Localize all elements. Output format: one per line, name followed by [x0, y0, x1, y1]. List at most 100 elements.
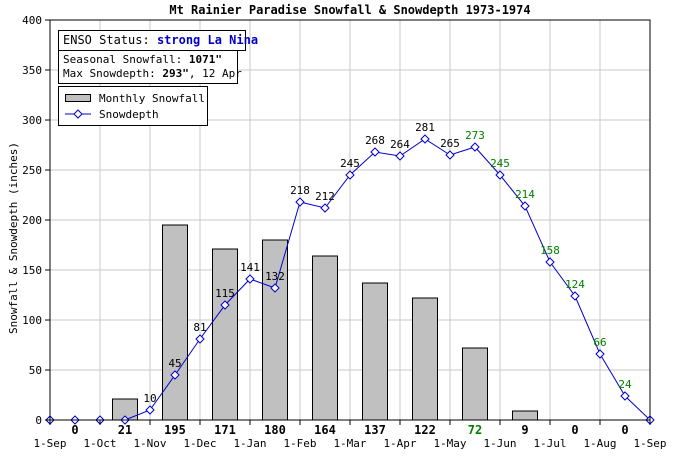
y-tick-label: 200	[22, 214, 42, 227]
snowdepth-point	[145, 405, 155, 415]
snowdepth-value-label: 212	[315, 190, 335, 203]
snowdepth-point	[170, 370, 180, 380]
x-tick-label: 1-Aug	[583, 437, 616, 450]
snowdepth-value-label: 45	[168, 357, 181, 370]
snowfall-bar	[412, 297, 438, 421]
snowfall-bar	[312, 255, 338, 421]
x-tick-label: 1-May	[433, 437, 466, 450]
y-tick-label: 300	[22, 114, 42, 127]
snowfall-bar	[212, 248, 238, 421]
snowdepth-value-label: 141	[240, 261, 260, 274]
snowdepth-value-label: 264	[390, 138, 410, 151]
x-tick-label: 1-Oct	[83, 437, 116, 450]
snowfall-value-label: 72	[468, 423, 482, 437]
legend-label-snowfall: Monthly Snowfall	[99, 91, 205, 105]
snowdepth-value-label: 245	[490, 157, 510, 170]
snowfall-value-label: 171	[214, 423, 236, 437]
snowdepth-value-label: 245	[340, 157, 360, 170]
snowdepth-value-label: 10	[143, 392, 156, 405]
snowdepth-point	[495, 170, 505, 180]
snowdepth-value-label: 214	[515, 188, 535, 201]
snowdepth-value-label: 66	[593, 336, 606, 349]
snowdepth-point	[445, 150, 455, 160]
snowfall-value-label: 21	[118, 423, 132, 437]
snowdepth-point	[345, 170, 355, 180]
snowfall-value-label: 0	[71, 423, 78, 437]
snowfall-value-label: 195	[164, 423, 186, 437]
y-tick-label: 100	[22, 314, 42, 327]
snowdepth-value-label: 81	[193, 321, 206, 334]
snowfall-value-label: 9	[521, 423, 528, 437]
legend-item-snowfall: Monthly Snowfall	[65, 91, 205, 105]
snowdepth-value-label: 268	[365, 134, 385, 147]
snowfall-value-label: 122	[414, 423, 436, 437]
max-snowdepth-date: , 12 Apr	[188, 67, 242, 80]
legend-swatch-bar	[65, 94, 91, 102]
x-tick-label: 1-Nov	[133, 437, 166, 450]
legend-item-snowdepth: Snowdepth	[65, 107, 159, 121]
y-tick-label: 400	[22, 14, 42, 27]
snowfall-value-label: 164	[314, 423, 336, 437]
x-tick-label: 1-Apr	[383, 437, 416, 450]
snowdepth-value-label: 132	[265, 270, 285, 283]
max-snowdepth-value: 293"	[162, 67, 189, 80]
snowfall-bar	[362, 282, 388, 421]
snowfall-bar	[262, 239, 288, 421]
snowdepth-point	[320, 203, 330, 213]
snowdepth-value-label: 265	[440, 137, 460, 150]
y-tick-label: 250	[22, 164, 42, 177]
snowfall-bar	[162, 224, 188, 421]
snowdepth-value-label: 273	[465, 129, 485, 142]
y-tick-label: 150	[22, 264, 42, 277]
y-tick-label: 50	[29, 364, 42, 377]
x-tick-label: 1-Jul	[533, 437, 566, 450]
snowdepth-point	[470, 142, 480, 152]
legend: Monthly Snowfall Snowdepth	[58, 86, 208, 126]
x-tick-label: 1-Mar	[333, 437, 366, 450]
x-tick-label: 1-Feb	[283, 437, 316, 450]
y-tick-label: 0	[35, 414, 42, 427]
enso-status-box: ENSO Status: strong La Nina	[58, 30, 258, 51]
snowdepth-point	[245, 274, 255, 284]
x-tick-label: 1-Jan	[233, 437, 266, 450]
snowdepth-value-label: 281	[415, 121, 435, 134]
enso-status-label: ENSO Status:	[63, 33, 150, 47]
snowdepth-point	[545, 257, 555, 267]
snowdepth-value-label: 115	[215, 287, 235, 300]
y-tick-label: 350	[22, 64, 42, 77]
snowdepth-point	[395, 151, 405, 161]
enso-status-value: strong La Nina	[156, 33, 259, 47]
snowdepth-point	[420, 134, 430, 144]
snowdepth-point	[595, 349, 605, 359]
snowdepth-value-label: 218	[290, 184, 310, 197]
max-snowdepth-line: Max Snowdepth: 293", 12 Apr	[63, 67, 242, 81]
season-stats-box: Seasonal Snowfall: 1071" Max Snowdepth: …	[58, 50, 242, 84]
snowdepth-point	[195, 334, 205, 344]
chart-title: Mt Rainier Paradise Snowfall & Snowdepth…	[169, 3, 530, 17]
legend-swatch-line	[65, 109, 91, 119]
x-tick-label: 1-Jun	[483, 437, 516, 450]
snowfall-value-label: 137	[364, 423, 386, 437]
snowdepth-point	[370, 147, 380, 157]
snowdepth-value-label: 24	[618, 378, 632, 391]
snowdepth-series: 10 45 81 115 141 132 218 212 245 268 264 281 265 273 2…	[45, 121, 655, 425]
snowfall-bar	[462, 347, 488, 421]
snowdepth-point	[295, 197, 305, 207]
seasonal-snowfall-line: Seasonal Snowfall: 1071"	[63, 53, 233, 67]
seasonal-snowfall-value: 1071"	[188, 53, 222, 66]
snowfall-value-label: 0	[621, 423, 628, 437]
snowdepth-value-label: 124	[565, 278, 585, 291]
snowfall-value-label: 0	[571, 423, 578, 437]
snowfall-bars: 0 21 195 171 180 164 137 122 72 9 0 0	[71, 224, 629, 437]
snowdepth-point	[520, 201, 530, 211]
legend-label-snowdepth: Snowdepth	[99, 107, 159, 121]
y-axis-label: Snowfall & Snowdepth (inches)	[7, 142, 20, 334]
snowdepth-point	[620, 391, 630, 401]
max-snowdepth-label: Max Snowdepth:	[63, 67, 156, 80]
snowdepth-point	[220, 300, 230, 310]
snowfall-bar	[512, 410, 538, 421]
snowfall-value-label: 180	[264, 423, 286, 437]
snowdepth-value-label: 158	[540, 244, 560, 257]
